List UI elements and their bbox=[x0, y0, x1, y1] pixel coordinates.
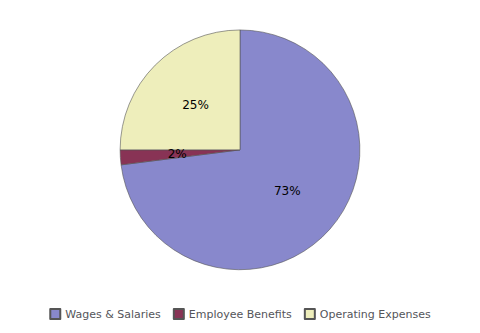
svg-text:Operating Expenses: Operating Expenses bbox=[320, 308, 431, 321]
svg-text:25%: 25% bbox=[182, 98, 209, 112]
svg-text:Employee Benefits: Employee Benefits bbox=[189, 308, 292, 321]
svg-text:73%: 73% bbox=[274, 184, 301, 198]
svg-text:2%: 2% bbox=[168, 147, 187, 161]
svg-text:Wages & Salaries: Wages & Salaries bbox=[65, 308, 161, 321]
